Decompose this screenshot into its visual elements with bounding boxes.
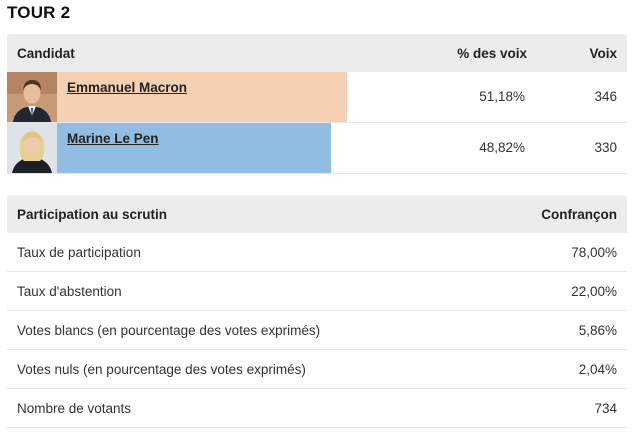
header-place: Confrançon [541,206,617,222]
participation-table: Participation au scrutin Confrançon Taux… [7,195,627,428]
row-value: 2,04% [578,361,617,377]
row-label: Votes nuls (en pourcentage des votes exp… [17,361,306,377]
row-label: Taux de participation [17,244,141,260]
candidate-percent: 48,82% [479,140,525,155]
vote-share-bar [7,72,347,122]
row-value: 5,86% [578,322,617,338]
round-title: TOUR 2 [7,3,71,22]
header-votes: Voix [589,45,617,61]
row-value: 78,00% [571,244,617,260]
candidate-percent: 51,18% [479,89,525,104]
header-candidate: Candidat [17,45,75,61]
table-row: Votes nuls (en pourcentage des votes exp… [7,350,627,389]
candidate-row-le-pen: Marine Le Pen 48,82% 330 [7,123,627,174]
candidates-table-header: Candidat % des voix Voix [7,34,627,72]
table-row: Votes blancs (en pourcentage des votes e… [7,311,627,350]
participation-table-header: Participation au scrutin Confrançon [7,195,627,233]
table-row: Nombre de votants 734 [7,389,627,428]
row-value: 734 [594,400,617,416]
candidate-name-link[interactable]: Marine Le Pen [67,131,159,146]
row-label: Votes blancs (en pourcentage des votes e… [17,322,321,338]
table-row: Taux de participation 78,00% [7,233,627,272]
candidate-votes: 346 [594,89,617,104]
portrait-woman-icon [7,123,57,173]
row-label: Nombre de votants [17,400,132,416]
portrait-man-icon [7,72,57,122]
vote-share-bar [7,123,332,173]
candidate-votes: 330 [594,140,617,155]
row-value: 22,00% [571,283,617,299]
row-label: Taux d'abstention [17,283,122,299]
header-percent: % des voix [457,45,527,61]
candidate-row-macron: Emmanuel Macron 51,18% 346 [7,72,627,123]
candidate-name-link[interactable]: Emmanuel Macron [67,80,188,95]
candidates-table: Candidat % des voix Voix Emmanuel Macron… [7,34,627,174]
header-participation: Participation au scrutin [17,206,168,222]
table-row: Taux d'abstention 22,00% [7,272,627,311]
